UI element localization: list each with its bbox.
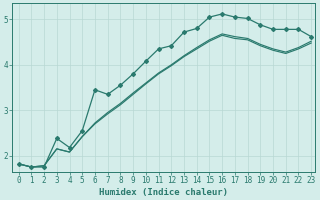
X-axis label: Humidex (Indice chaleur): Humidex (Indice chaleur) — [99, 188, 228, 197]
